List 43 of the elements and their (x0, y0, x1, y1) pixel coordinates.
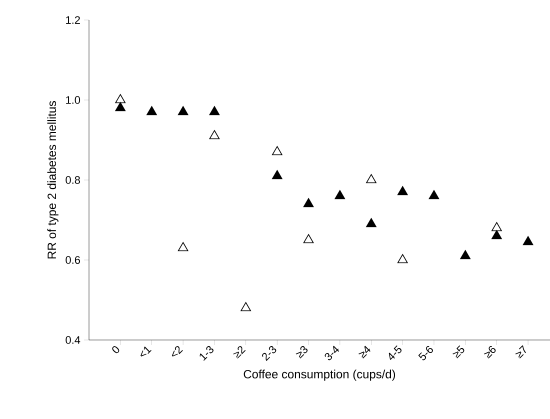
y-tick-label: 0.6 (66, 256, 80, 264)
point (178, 242, 188, 252)
point (303, 198, 314, 208)
point (522, 236, 534, 246)
x-tick-label: 4-5 (388, 345, 402, 360)
x-tick-label: 1-3 (200, 346, 214, 361)
point (492, 230, 502, 240)
x-tick-label: <2 (172, 346, 183, 356)
point (334, 190, 346, 200)
y-axis-title: RR of type 2 diabetes mellitus (47, 101, 58, 258)
x-tick-label: ≥4 (358, 346, 370, 358)
x-tick-label: <1 (140, 346, 152, 356)
point (492, 222, 502, 232)
point (460, 250, 470, 260)
point (146, 106, 157, 116)
point (115, 102, 126, 112)
x-tick-label: 0 (112, 346, 120, 354)
x-tick-label: ≥7 (515, 345, 526, 358)
point (366, 174, 376, 184)
point (428, 190, 440, 200)
x-tick-label: ≥6 (484, 346, 496, 358)
x-tick-label: 3-4 (324, 346, 340, 360)
x-tick-label: ≥2 (233, 346, 246, 359)
point (240, 302, 251, 312)
point (115, 94, 126, 104)
point (272, 170, 282, 180)
point (366, 218, 376, 228)
x-tick-label: 2-3 (262, 346, 276, 361)
point (397, 186, 408, 196)
point (209, 106, 220, 116)
x-tick-label: ≥5 (452, 345, 464, 358)
point (397, 254, 408, 264)
point (178, 106, 188, 116)
point (272, 146, 282, 156)
y-tick-label: 0.8 (66, 176, 80, 184)
y-tick-label: 0.4 (66, 336, 80, 344)
x-tick-label: ≥3 (296, 346, 308, 358)
y-tick-label: 1.2 (66, 16, 80, 24)
y-tick-label: 1.0 (66, 96, 80, 104)
x-tick-label: 5-6 (418, 346, 433, 360)
x-axis-title: Coffee consumption (cups/d) (244, 370, 396, 381)
point (209, 130, 220, 140)
point (303, 234, 314, 244)
